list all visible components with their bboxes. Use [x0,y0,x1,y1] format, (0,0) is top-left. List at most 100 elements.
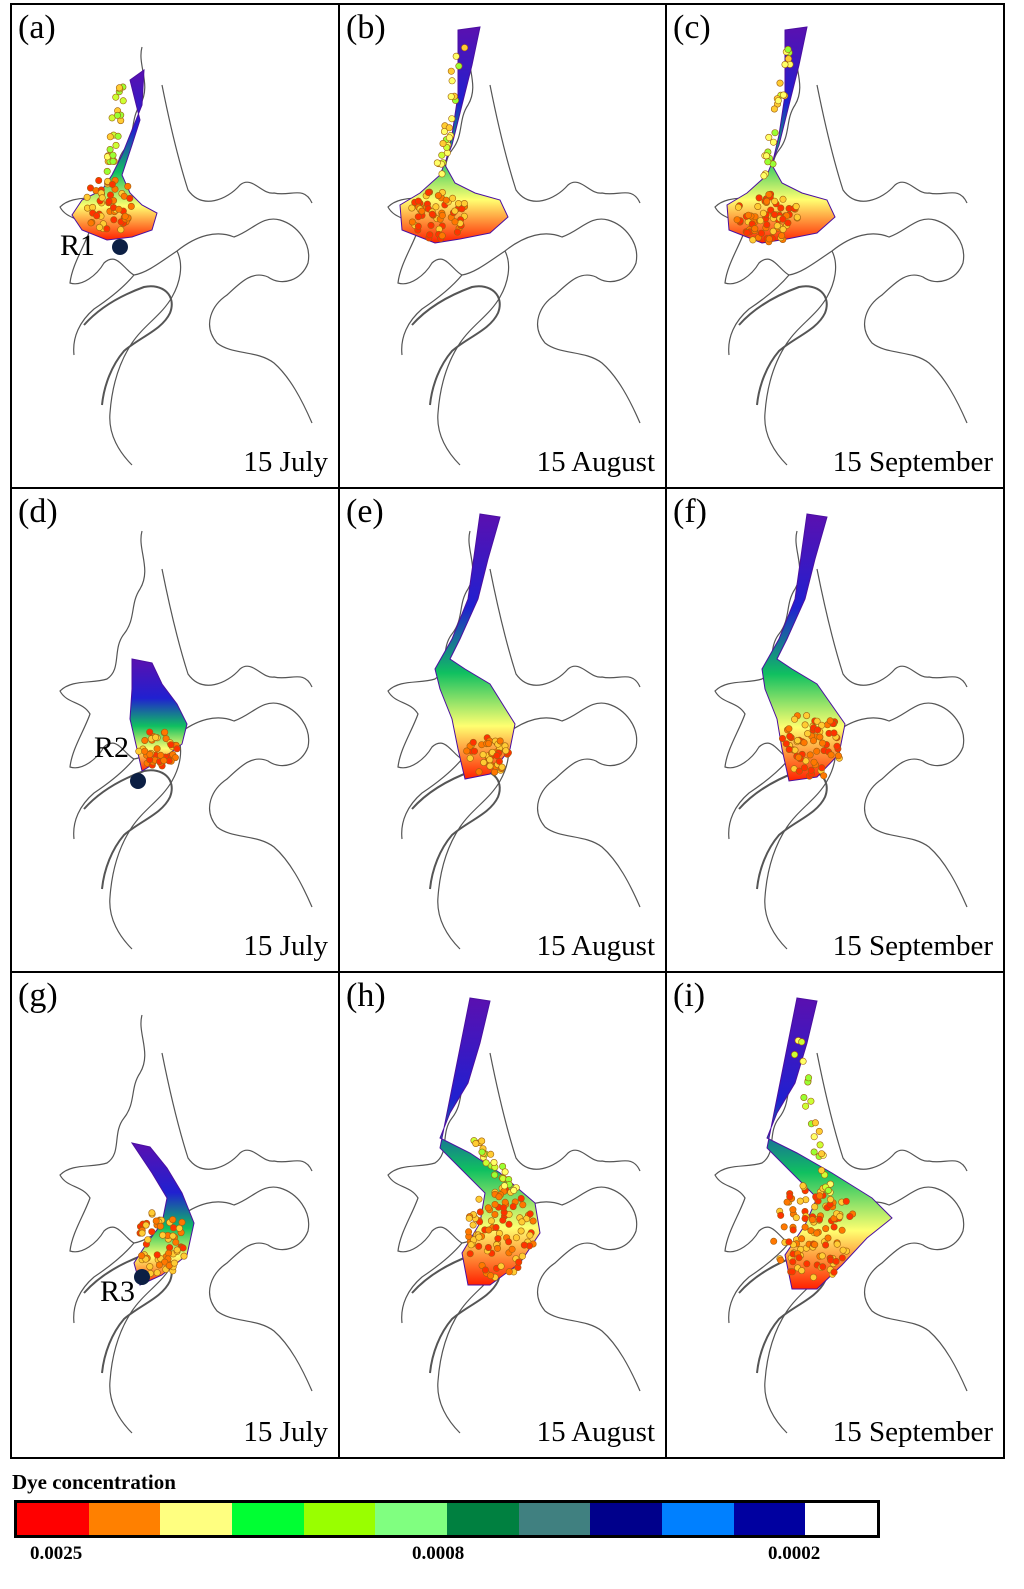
panel-label: (f) [673,493,707,530]
panel-label: (i) [673,977,706,1014]
map-panel-d: (d) 15 July R2 [12,489,340,973]
lake-shoreline [738,285,828,406]
particle-dot [494,1235,502,1243]
particle-dot [178,1218,186,1226]
particle-dot [408,204,416,212]
particle-dot [785,1238,793,1246]
particle-dot [170,1259,178,1267]
particle-dot [505,1238,513,1246]
colorbar-swatch [88,1503,161,1535]
particle-dot [495,1193,503,1201]
particle-dot [449,194,457,202]
particle-dot [466,754,474,762]
particle-dot [424,189,432,197]
particle-dot [487,1150,495,1158]
particle-dot [499,1216,507,1224]
particle-dot [833,1240,841,1248]
particle-dot [811,1241,819,1249]
panel-label: (d) [18,493,58,530]
particle-dot [491,1211,499,1219]
particle-dot [434,192,442,200]
particle-dot [788,1268,796,1276]
particle-dot [813,747,821,755]
particle-dot [794,737,802,745]
lake-shoreline [59,46,313,466]
particle-dot [492,1224,500,1232]
particle-dot [779,735,787,743]
particle-dot [818,1166,826,1174]
particle-dot [796,1197,804,1205]
particle-dot [830,1268,838,1276]
lake-shoreline [387,46,641,466]
particle-dot [792,1214,800,1222]
particle-dot [743,229,751,237]
particle-dot [447,93,455,101]
lake-shoreline [83,285,173,406]
particle-dot [778,232,786,240]
particle-dot [83,193,91,201]
particle-dot [481,1266,489,1274]
particle-dot [517,1195,525,1203]
dye-plume [434,513,516,780]
particle-dot [795,753,803,761]
particle-dot [846,1213,854,1221]
panel-label: (b) [346,9,386,46]
lake-shoreline [411,769,501,890]
particle-dot [810,758,818,766]
particle-dot [445,134,453,142]
particle-dot [789,1258,797,1266]
particle-dot [822,1225,830,1233]
particle-dot [771,129,779,137]
particle-dot [810,1148,818,1156]
particle-dot [770,211,778,219]
particle-dot [782,740,790,748]
particle-dot [105,197,113,205]
map-panel-c: (c) 15 September [667,5,1005,489]
particle-dot [774,97,782,105]
particle-dot [770,138,778,146]
particle-dot [803,1260,811,1268]
particle-dot [811,1203,819,1211]
particle-dot [141,737,149,745]
particle-dot [433,159,441,167]
particle-dot [466,1250,474,1258]
particle-dot [461,44,469,52]
particle-dot [526,1231,534,1239]
colorbar-swatch [805,1503,878,1535]
particle-dot [526,1210,534,1218]
release-point-label: R3 [100,1275,136,1308]
particle-dot [520,1241,528,1249]
particle-dot [115,205,123,213]
particle-dot [180,1252,188,1260]
colorbar-swatch [160,1503,233,1535]
particle-dot [491,1201,499,1209]
particle-dot [759,209,767,217]
particle-dot [754,203,762,211]
particle-dot [114,132,122,140]
particle-dot [127,202,135,210]
particle-dot [479,751,487,759]
particle-dot [816,1141,824,1149]
colorbar-swatch [662,1503,734,1535]
particle-dot [169,1232,177,1240]
particle-dot [498,763,506,771]
particle-dot [445,124,453,132]
particle-dot [793,213,801,221]
particle-dot [836,1213,844,1221]
particle-dot [148,1228,156,1236]
particle-dot [807,766,815,774]
lake-map [59,530,313,950]
particle-dot [126,194,134,202]
particle-dot [505,1268,513,1276]
particle-dot [480,759,488,767]
particle-dot [744,211,752,219]
particle-dot [816,733,824,741]
particle-dot [512,1234,520,1242]
particle-dot [119,97,127,105]
map-panel-e: (e) 15 August [340,489,667,973]
particle-dot [475,1242,483,1250]
particle-dot [515,1258,523,1266]
particle-dot [426,231,434,239]
particle-dot [161,728,169,736]
particle-dot [789,1226,797,1234]
